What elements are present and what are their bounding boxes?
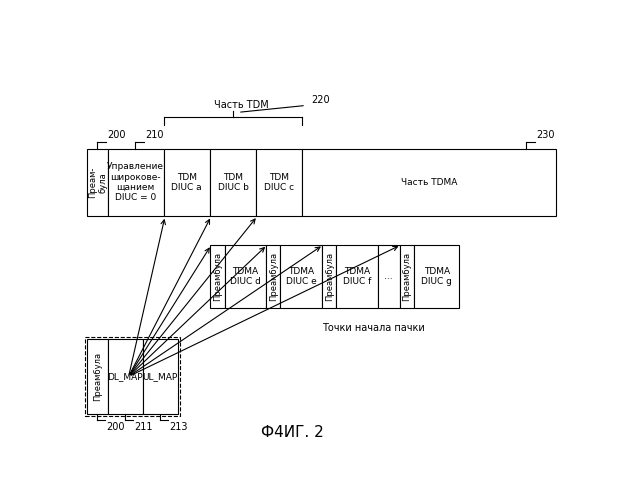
Bar <box>87 339 108 414</box>
Text: Преамбула: Преамбула <box>213 252 222 301</box>
Bar <box>225 245 266 308</box>
Text: UL_MAP: UL_MAP <box>143 372 178 381</box>
Bar <box>256 148 302 216</box>
Bar <box>266 245 281 308</box>
Bar <box>87 148 108 216</box>
Bar <box>322 245 337 308</box>
Text: 213: 213 <box>169 422 188 432</box>
Text: Часть TDM: Часть TDM <box>214 100 268 110</box>
Text: 220: 220 <box>311 94 330 104</box>
Text: Преам-
була: Преам- була <box>88 166 107 198</box>
Text: Ф4ИГ. 2: Ф4ИГ. 2 <box>261 426 324 440</box>
Text: 210: 210 <box>145 130 164 140</box>
Text: Часть TDMA: Часть TDMA <box>401 178 458 186</box>
Text: 230: 230 <box>536 130 555 140</box>
Text: TDM
DIUC a: TDM DIUC a <box>171 172 202 192</box>
Bar <box>337 245 378 308</box>
Bar <box>108 339 143 414</box>
Bar <box>108 148 164 216</box>
Bar <box>210 245 225 308</box>
Text: Преамбула: Преамбула <box>269 252 278 301</box>
Text: Преамбула: Преамбула <box>325 252 333 301</box>
Text: Преамбула: Преамбула <box>403 252 411 301</box>
Bar <box>281 245 322 308</box>
Bar <box>400 245 414 308</box>
Bar <box>164 148 210 216</box>
Text: TDMA
DIUC f: TDMA DIUC f <box>343 267 371 286</box>
Text: 211: 211 <box>134 422 153 432</box>
Bar <box>210 148 256 216</box>
Bar <box>378 245 400 308</box>
Text: 200: 200 <box>107 130 126 140</box>
Text: TDM
DIUC b: TDM DIUC b <box>217 172 249 192</box>
Text: TDMA
DIUC e: TDMA DIUC e <box>286 267 317 286</box>
Bar <box>85 337 180 416</box>
Text: 200: 200 <box>106 422 125 432</box>
Text: DL_MAP: DL_MAP <box>107 372 143 381</box>
Text: ...: ... <box>384 272 393 281</box>
Bar <box>414 245 459 308</box>
Text: Точки начала пачки: Точки начала пачки <box>322 322 425 332</box>
Bar <box>303 148 556 216</box>
Text: Преамбула: Преамбула <box>93 352 102 401</box>
Text: Управление
широкове-
щанием
DIUC = 0: Управление широкове- щанием DIUC = 0 <box>107 162 164 202</box>
Text: TDMA
DIUC g: TDMA DIUC g <box>421 267 452 286</box>
Bar <box>143 339 178 414</box>
Text: TDMA
DIUC d: TDMA DIUC d <box>230 267 261 286</box>
Text: TDM
DIUC c: TDM DIUC c <box>264 172 295 192</box>
